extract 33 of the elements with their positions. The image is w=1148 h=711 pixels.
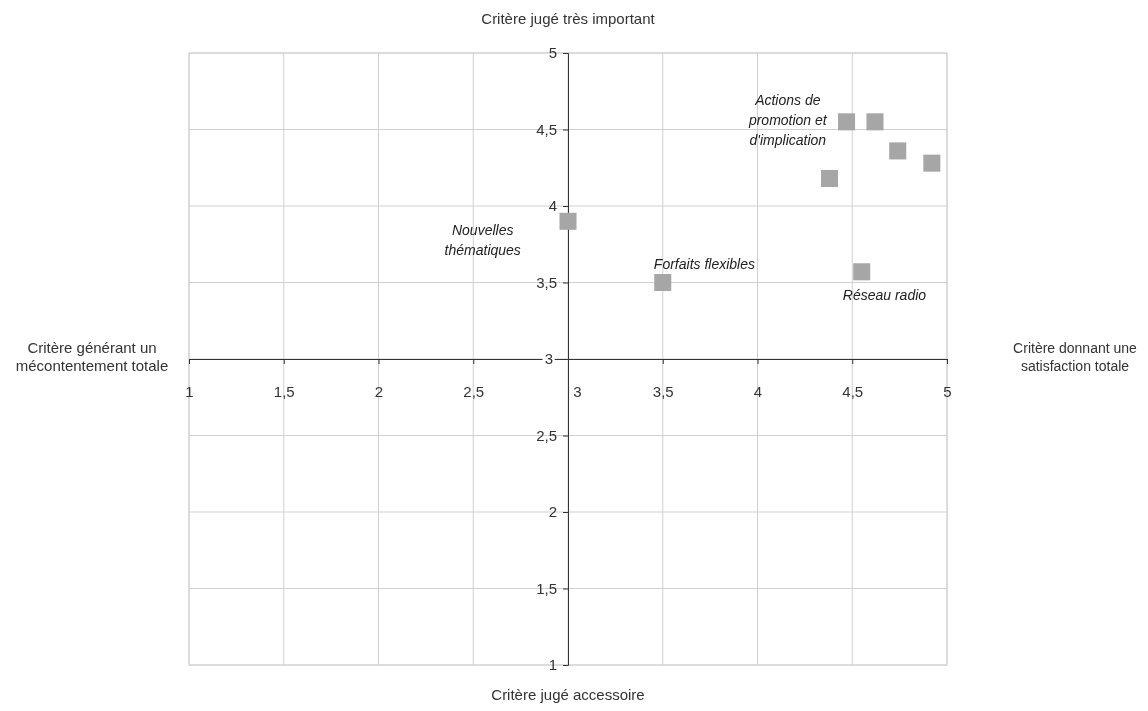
point (889, 142, 907, 160)
x-axis-title: Critère donnant une satisfaction totale (1013, 340, 1138, 374)
y-tick-label: 1,5 (536, 579, 557, 597)
x-tick-label: 1 (185, 382, 194, 400)
point (838, 113, 856, 131)
point (866, 113, 884, 131)
y-tick-label: 4,5 (536, 120, 557, 138)
y-axis-title: Critère jugé très important (481, 10, 656, 27)
x-tick-label: 5 (943, 382, 952, 400)
x-tick-label: 4,5 (842, 382, 864, 400)
point (559, 212, 577, 230)
x-tick-label: 2,5 (463, 382, 485, 400)
y-tick-label: 3,5 (536, 273, 557, 291)
y-tick-label: 4 (548, 197, 557, 215)
x-tick-label: 2 (374, 382, 384, 400)
x-tick-label: 3,5 (652, 382, 674, 400)
point (821, 169, 839, 187)
y-tick-label: 5 (548, 44, 557, 62)
text: Critère jugé accessoire (491, 686, 645, 703)
annotation: Nouvelles thématiques (444, 221, 521, 258)
annotation: Actions de promotion et d'implication (747, 92, 828, 149)
annotation: Réseau radio (842, 286, 927, 303)
annotation: Forfaits flexibles (653, 256, 756, 273)
text: Critère générant un mécontentement totale (15, 339, 169, 374)
y-tick-label: 1 (548, 656, 557, 674)
x-tick-label: 3 (573, 382, 582, 400)
point (853, 263, 871, 281)
y-tick-label: 2 (548, 503, 557, 521)
x-tick-label: 4 (753, 382, 763, 400)
point (654, 273, 672, 292)
x-tick-label: 1,5 (273, 382, 295, 400)
y-tick-label: 2,5 (536, 426, 557, 444)
point (923, 154, 941, 172)
